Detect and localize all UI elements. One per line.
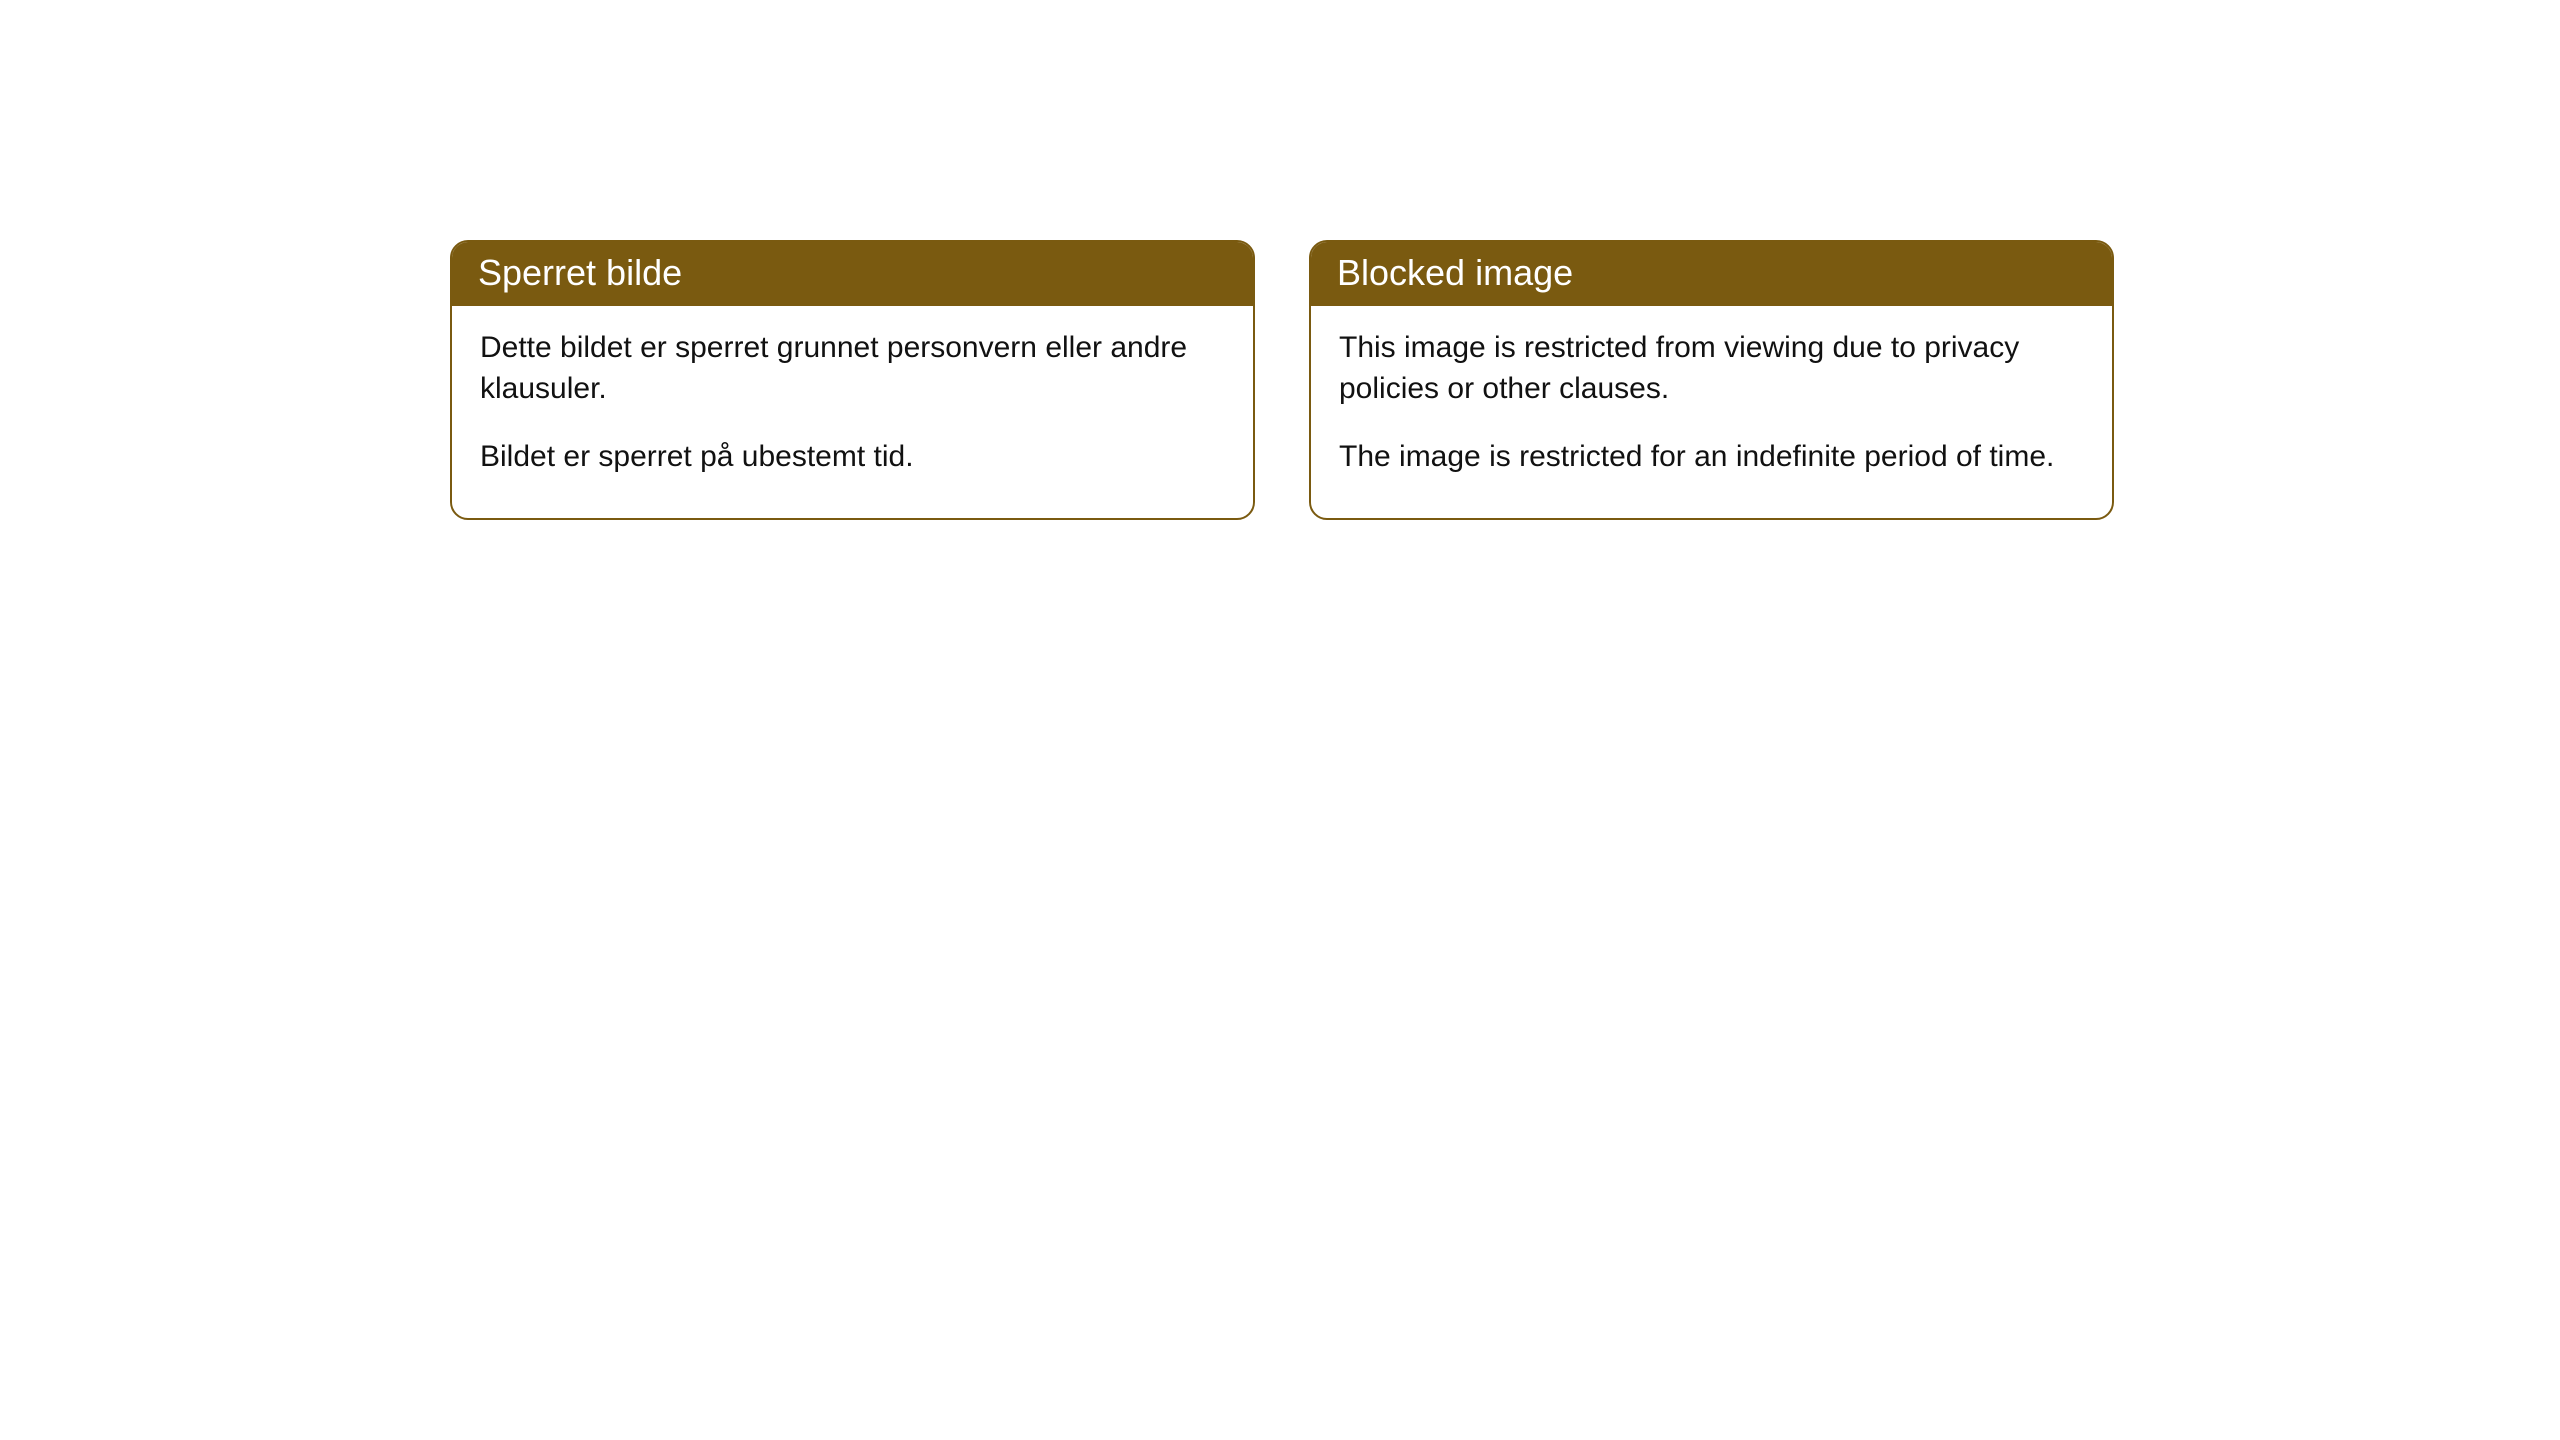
blocked-image-card-english: Blocked image This image is restricted f…	[1309, 240, 2114, 520]
card-paragraph: Bildet er sperret på ubestemt tid.	[480, 437, 1225, 478]
notice-cards-container: Sperret bilde Dette bildet er sperret gr…	[450, 240, 2114, 520]
card-header-english: Blocked image	[1311, 242, 2112, 306]
card-paragraph: This image is restricted from viewing du…	[1339, 328, 2084, 409]
card-header-norwegian: Sperret bilde	[452, 242, 1253, 306]
card-body-norwegian: Dette bildet er sperret grunnet personve…	[452, 306, 1253, 518]
card-paragraph: The image is restricted for an indefinit…	[1339, 437, 2084, 478]
card-paragraph: Dette bildet er sperret grunnet personve…	[480, 328, 1225, 409]
blocked-image-card-norwegian: Sperret bilde Dette bildet er sperret gr…	[450, 240, 1255, 520]
card-body-english: This image is restricted from viewing du…	[1311, 306, 2112, 518]
